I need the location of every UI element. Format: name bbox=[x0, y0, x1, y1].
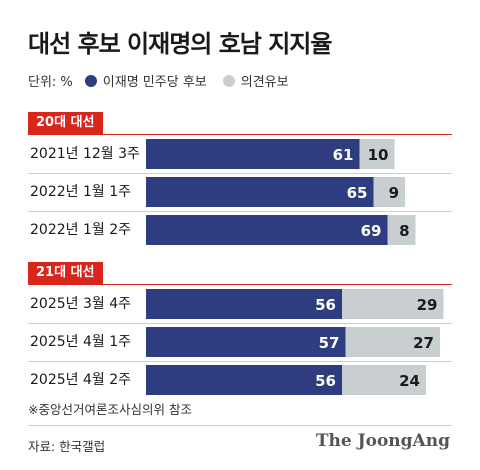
group-divider bbox=[28, 134, 452, 135]
row-divider bbox=[28, 323, 452, 324]
bar-undecided bbox=[342, 365, 426, 395]
row-divider bbox=[28, 173, 452, 174]
bar-lee bbox=[146, 177, 374, 207]
legend-swatch-lee bbox=[84, 74, 97, 87]
bar-undecided bbox=[373, 177, 405, 207]
data-label-undecided: 24 bbox=[399, 372, 420, 390]
legend: 단위: % 이재명 민주당 후보 의견유보 bbox=[28, 71, 305, 90]
unit-label: 단위: % bbox=[28, 75, 73, 90]
legend-swatch-undecided bbox=[222, 74, 235, 87]
group-divider bbox=[28, 284, 452, 285]
bar-undecided bbox=[387, 215, 416, 245]
source-text: 자료: 한국갤럽 bbox=[28, 439, 106, 454]
bar-lee bbox=[146, 365, 342, 395]
data-label-undecided: 29 bbox=[417, 296, 438, 314]
data-label-undecided: 10 bbox=[368, 146, 389, 164]
row-category-label: 2025년 4월 2주 bbox=[30, 372, 131, 388]
row-category-label: 2025년 4월 1주 bbox=[30, 334, 131, 350]
footnote: ※중앙선거여론조사심의위 참조 bbox=[28, 402, 192, 417]
data-label-lee: 61 bbox=[333, 146, 354, 164]
row-category-label: 2021년 12월 3주 bbox=[30, 146, 140, 162]
data-label-lee: 65 bbox=[347, 184, 368, 202]
brand-logo: The JoongAng bbox=[315, 431, 450, 451]
chart-title: 대선 후보 이재명의 호남 지지율 bbox=[28, 30, 332, 58]
bar-undecided bbox=[345, 327, 440, 357]
row-category-label: 2025년 3월 4주 bbox=[30, 296, 131, 312]
row-category-label: 2022년 1월 1주 bbox=[30, 184, 131, 200]
data-label-lee: 56 bbox=[315, 372, 336, 390]
data-label-lee: 56 bbox=[315, 296, 336, 314]
bar-undecided bbox=[359, 139, 395, 169]
legend-item-lee: 이재명 민주당 후보 bbox=[84, 71, 207, 90]
legend-item-undecided: 의견유보 bbox=[222, 71, 289, 90]
row-divider bbox=[28, 361, 452, 362]
data-label-undecided: 8 bbox=[399, 222, 409, 240]
group-label: 21대 대선 bbox=[28, 262, 103, 284]
bar-lee bbox=[146, 215, 388, 245]
data-label-lee: 57 bbox=[319, 334, 340, 352]
legend-label-lee: 이재명 민주당 후보 bbox=[102, 75, 207, 90]
data-label-lee: 69 bbox=[361, 222, 382, 240]
bar-lee bbox=[146, 327, 346, 357]
row-category-label: 2022년 1월 2주 bbox=[30, 222, 131, 238]
legend-label-undecided: 의견유보 bbox=[240, 75, 289, 90]
data-label-undecided: 9 bbox=[389, 184, 399, 202]
data-label-undecided: 27 bbox=[413, 334, 434, 352]
bar-lee bbox=[146, 289, 342, 319]
source-divider bbox=[28, 425, 452, 426]
bar-lee bbox=[146, 139, 360, 169]
group-label: 20대 대선 bbox=[28, 112, 103, 134]
bar-undecided bbox=[342, 289, 444, 319]
row-divider bbox=[28, 211, 452, 212]
